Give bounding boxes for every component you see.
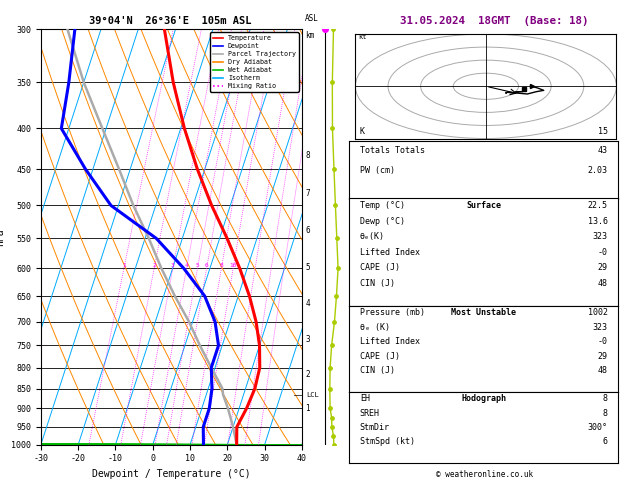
Text: StmSpd (kt): StmSpd (kt) xyxy=(360,437,415,446)
Point xyxy=(330,318,340,326)
Text: θₑ (K): θₑ (K) xyxy=(360,323,390,332)
Point xyxy=(327,78,337,86)
Point xyxy=(325,385,335,393)
Text: 323: 323 xyxy=(593,232,608,242)
Text: Hodograph: Hodograph xyxy=(461,394,506,403)
Text: Surface: Surface xyxy=(466,202,501,210)
Text: 2: 2 xyxy=(152,263,156,268)
Text: θₑ(K): θₑ(K) xyxy=(360,232,385,242)
Text: 39°04'N  26°36'E  105m ASL: 39°04'N 26°36'E 105m ASL xyxy=(89,16,251,26)
Point xyxy=(331,292,342,300)
Text: 13.6: 13.6 xyxy=(587,217,608,226)
Y-axis label: hPa: hPa xyxy=(0,228,6,246)
Text: StmDir: StmDir xyxy=(360,423,390,432)
Text: CIN (J): CIN (J) xyxy=(360,366,395,375)
Text: 2: 2 xyxy=(305,369,310,379)
Text: CAPE (J): CAPE (J) xyxy=(360,263,400,272)
Text: Pressure (mb): Pressure (mb) xyxy=(360,309,425,317)
Text: km: km xyxy=(305,32,314,40)
Text: K: K xyxy=(360,127,365,136)
Text: 15: 15 xyxy=(598,127,608,136)
Point xyxy=(325,404,335,412)
Text: 29: 29 xyxy=(598,352,608,361)
Text: Totals Totals: Totals Totals xyxy=(360,146,425,155)
Text: 7: 7 xyxy=(305,189,310,198)
Point xyxy=(333,264,343,272)
Point xyxy=(328,124,338,132)
Text: 8: 8 xyxy=(603,394,608,403)
Point xyxy=(328,432,338,440)
Text: 6: 6 xyxy=(205,263,208,268)
Point xyxy=(329,165,339,173)
Text: 6: 6 xyxy=(603,437,608,446)
Text: CAPE (J): CAPE (J) xyxy=(360,352,400,361)
Text: CIN (J): CIN (J) xyxy=(360,278,395,288)
Point xyxy=(326,414,337,422)
Text: 43: 43 xyxy=(598,146,608,155)
Text: Dewp (°C): Dewp (°C) xyxy=(360,217,405,226)
Text: 1: 1 xyxy=(305,404,310,413)
Text: 1: 1 xyxy=(122,263,126,268)
Text: 48: 48 xyxy=(598,278,608,288)
Text: 22.5: 22.5 xyxy=(587,202,608,210)
Point xyxy=(325,364,335,372)
Text: © weatheronline.co.uk: © weatheronline.co.uk xyxy=(436,469,533,479)
Point xyxy=(331,234,342,242)
Point xyxy=(328,25,338,33)
Text: Most Unstable: Most Unstable xyxy=(451,309,516,317)
Text: -0: -0 xyxy=(598,248,608,257)
Text: 8: 8 xyxy=(603,409,608,417)
Point xyxy=(330,202,340,209)
Text: 29: 29 xyxy=(598,263,608,272)
Point xyxy=(326,342,337,349)
Text: 1002: 1002 xyxy=(587,309,608,317)
Text: 2.03: 2.03 xyxy=(587,166,608,174)
Point xyxy=(327,423,337,431)
Text: 4: 4 xyxy=(305,299,310,309)
Text: LCL: LCL xyxy=(306,392,319,398)
Text: Temp (°C): Temp (°C) xyxy=(360,202,405,210)
Text: 5: 5 xyxy=(196,263,199,268)
Text: Lifted Index: Lifted Index xyxy=(360,248,420,257)
Text: 4: 4 xyxy=(185,263,189,268)
Text: 3: 3 xyxy=(171,263,175,268)
Text: SREH: SREH xyxy=(360,409,380,417)
Text: 48: 48 xyxy=(598,366,608,375)
Text: 6: 6 xyxy=(305,226,310,235)
Text: 300°: 300° xyxy=(587,423,608,432)
Legend: Temperature, Dewpoint, Parcel Trajectory, Dry Adiabat, Wet Adiabat, Isotherm, Mi: Temperature, Dewpoint, Parcel Trajectory… xyxy=(210,33,299,92)
Text: -0: -0 xyxy=(598,337,608,346)
Text: 3: 3 xyxy=(305,335,310,344)
Text: 31.05.2024  18GMT  (Base: 18): 31.05.2024 18GMT (Base: 18) xyxy=(399,16,588,26)
Text: kt: kt xyxy=(359,34,367,40)
Point xyxy=(329,441,339,449)
Text: EH: EH xyxy=(360,394,370,403)
Text: 323: 323 xyxy=(593,323,608,332)
Text: 8: 8 xyxy=(305,151,310,159)
Text: 10: 10 xyxy=(230,263,237,268)
Text: 8: 8 xyxy=(220,263,223,268)
Text: Lifted Index: Lifted Index xyxy=(360,337,420,346)
X-axis label: Dewpoint / Temperature (°C): Dewpoint / Temperature (°C) xyxy=(92,469,251,479)
Text: 5: 5 xyxy=(305,263,310,272)
Text: ASL: ASL xyxy=(305,15,319,23)
Text: PW (cm): PW (cm) xyxy=(360,166,395,174)
